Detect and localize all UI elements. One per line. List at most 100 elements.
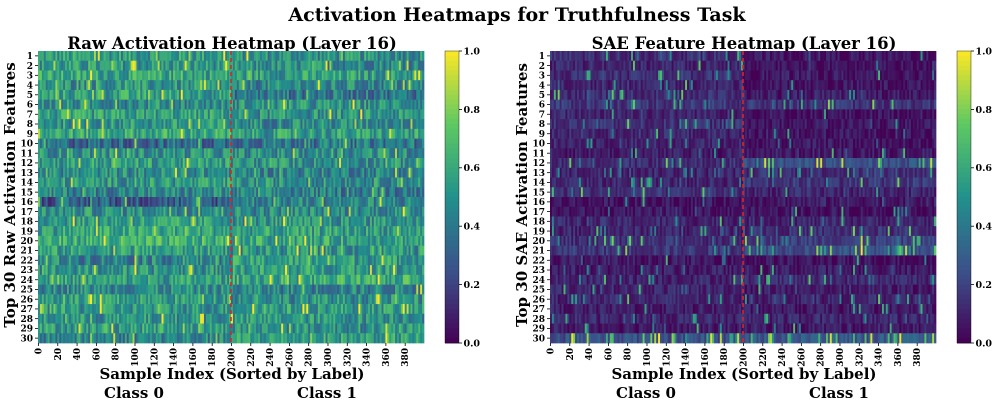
heatmap-cell: [66, 89, 70, 101]
heatmap-cell: [331, 216, 334, 227]
heatmap-cell: [325, 235, 328, 247]
heatmap-cell: [101, 167, 104, 178]
heatmap-cell: [182, 255, 186, 266]
heatmap-cell: [325, 148, 328, 159]
heatmap-cell: [61, 158, 64, 169]
heatmap-cell: [227, 216, 230, 227]
heatmap-cell: [310, 80, 313, 91]
heatmap-cell: [105, 284, 108, 295]
heatmap-cell: [153, 216, 157, 227]
heatmap-cell: [283, 167, 286, 178]
heatmap-cell: [252, 148, 255, 159]
heatmap-cell: [406, 197, 409, 208]
heatmap-cell: [313, 51, 317, 62]
heatmap-cell: [258, 216, 261, 227]
heatmap-cell: [414, 128, 417, 139]
heatmap-cell: [70, 109, 74, 120]
heatmap-cell: [358, 235, 361, 247]
heatmap-cell: [151, 60, 155, 71]
heatmap-cell: [186, 284, 189, 295]
heatmap-cell: [310, 158, 313, 169]
heatmap-cell: [217, 245, 220, 256]
heatmap-cell: [234, 80, 238, 91]
heatmap-cell: [167, 119, 170, 130]
heatmap-cell: [198, 51, 201, 62]
heatmap-cell: [265, 167, 269, 178]
heatmap-cell: [132, 119, 135, 130]
heatmap-cell: [167, 235, 170, 247]
heatmap-cell: [92, 99, 95, 110]
heatmap-cell: [153, 119, 157, 130]
heatmap-cell: [227, 255, 230, 266]
heatmap-cell: [117, 148, 120, 159]
heatmap-cell: [53, 284, 56, 295]
heatmap-cell: [176, 138, 180, 149]
heatmap-cell: [215, 128, 218, 139]
heatmap-cell: [344, 284, 348, 295]
heatmap-cell: [400, 109, 404, 120]
heatmap-cell: [229, 206, 232, 217]
heatmap-cell: [209, 167, 213, 178]
heatmap-cell: [173, 187, 176, 198]
heatmap-cell: [296, 158, 299, 169]
heatmap-cell: [120, 70, 124, 81]
heatmap-cell: [163, 235, 166, 247]
heatmap-cell: [265, 148, 269, 159]
heatmap-cell: [124, 216, 128, 227]
heatmap-cell: [149, 60, 153, 71]
heatmap-cell: [178, 177, 182, 188]
heatmap-cell: [38, 245, 41, 256]
heatmap-cell: [182, 158, 186, 169]
heatmap-cell: [225, 109, 228, 120]
heatmap-cell: [223, 284, 226, 295]
heatmap-cell: [348, 138, 352, 149]
heatmap-cell: [90, 187, 93, 198]
heatmap-cell: [258, 187, 261, 198]
heatmap-cell: [136, 80, 139, 91]
heatmap-cell: [223, 235, 226, 247]
heatmap-cell: [180, 177, 184, 188]
heatmap-cell: [360, 128, 363, 139]
heatmap-cell: [238, 187, 241, 198]
heatmap-cell: [107, 89, 110, 101]
heatmap-cell: [310, 274, 313, 285]
heatmap-cell: [283, 138, 286, 149]
heatmap-cell: [113, 265, 116, 276]
heatmap-cell: [134, 60, 137, 71]
heatmap-cell: [296, 265, 299, 276]
heatmap-cell: [82, 148, 85, 159]
heatmap-cell: [61, 265, 64, 276]
heatmap-cell: [65, 245, 68, 256]
heatmap-cell: [149, 138, 153, 149]
heatmap-cell: [63, 80, 66, 91]
heatmap-cell: [254, 70, 257, 81]
heatmap-cell: [43, 99, 47, 110]
heatmap-cell: [339, 138, 342, 149]
heatmap-cell: [99, 177, 103, 188]
heatmap-cell: [269, 138, 272, 149]
heatmap-cell: [285, 255, 288, 266]
heatmap-cell: [57, 148, 60, 159]
heatmap-cell: [63, 128, 66, 139]
heatmap-cell: [215, 206, 218, 217]
heatmap-cell: [286, 109, 290, 120]
heatmap-cell: [312, 245, 315, 256]
heatmap-cell: [310, 138, 313, 149]
heatmap-cell: [398, 167, 402, 178]
heatmap-cell: [244, 206, 247, 217]
heatmap-cell: [155, 216, 159, 227]
heatmap-cell: [93, 197, 97, 208]
heatmap-cell: [373, 148, 377, 159]
heatmap-cell: [190, 167, 193, 178]
heatmap-cell: [400, 51, 404, 62]
heatmap-cell: [159, 89, 162, 101]
heatmap-cell: [203, 148, 207, 159]
heatmap-cell: [335, 284, 338, 295]
heatmap-cell: [53, 60, 56, 71]
heatmap-cell: [205, 89, 209, 101]
heatmap-cell: [350, 89, 353, 101]
heatmap-cell: [410, 89, 413, 101]
heatmap-cell: [319, 255, 323, 266]
heatmap-cell: [231, 245, 234, 256]
heatmap-cell: [184, 235, 187, 247]
